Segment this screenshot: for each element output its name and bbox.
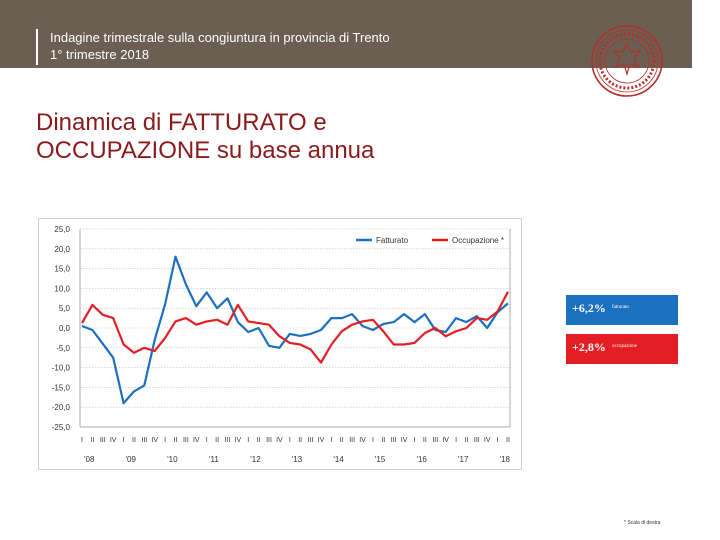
x-year-label: '17	[458, 455, 469, 464]
x-tick-label: I	[497, 437, 499, 444]
x-tick-label: III	[225, 437, 231, 444]
legend-label-fatturato: Fatturato	[376, 236, 409, 245]
x-tick-label: II	[257, 437, 261, 444]
x-year-label: '12	[250, 455, 261, 464]
x-year-label: '13	[292, 455, 303, 464]
x-tick-label: I	[289, 437, 291, 444]
x-tick-label: III	[391, 437, 397, 444]
x-tick-label: I	[81, 437, 83, 444]
x-tick-label: III	[474, 437, 480, 444]
x-year-label: '18	[500, 455, 511, 464]
x-tick-label: III	[349, 437, 355, 444]
x-tick-label: III	[308, 437, 314, 444]
y-tick-label: -20,0	[52, 403, 71, 412]
x-tick-label: IV	[484, 437, 491, 444]
x-tick-label: III	[100, 437, 106, 444]
x-year-label: '15	[375, 455, 386, 464]
x-tick-label: III	[266, 437, 272, 444]
y-tick-label: 5,0	[59, 304, 71, 313]
x-tick-label: II	[90, 437, 94, 444]
y-tick-label: -10,0	[52, 364, 71, 373]
callout-occupazione-value: +2,8%	[572, 340, 606, 354]
x-tick-label: IV	[442, 437, 449, 444]
x-tick-label: IV	[151, 437, 158, 444]
y-tick-label: -15,0	[52, 383, 71, 392]
header-quarter: 1° trimestre 2018	[50, 47, 150, 62]
y-tick-label: 25,0	[54, 225, 70, 234]
y-tick-label: -5,0	[56, 344, 70, 353]
x-tick-label: II	[174, 437, 178, 444]
header-accent-bar	[36, 29, 38, 65]
x-year-label: '11	[209, 455, 219, 464]
y-tick-label: 10,0	[54, 284, 70, 293]
x-tick-label: I	[414, 437, 416, 444]
x-year-label: '08	[84, 455, 95, 464]
series-line-fatturato	[81, 255, 509, 405]
header-survey-title: Indagine trimestrale sulla congiuntura i…	[50, 30, 390, 45]
callout-occupazione: +2,8% occupazione	[566, 334, 678, 364]
slide-title-line2: OCCUPAZIONE su base annua	[36, 137, 375, 164]
chart-frame	[38, 218, 522, 470]
x-tick-label: II	[464, 437, 468, 444]
x-tick-label: II	[340, 437, 344, 444]
eagle-seal-icon	[591, 25, 663, 97]
x-tick-label: III	[183, 437, 189, 444]
y-tick-label: 0,0	[59, 324, 71, 333]
series-line-occupazione	[81, 291, 509, 364]
x-tick-label: I	[372, 437, 374, 444]
x-tick-label: II	[132, 437, 136, 444]
x-tick-label: II	[506, 437, 510, 444]
x-year-label: '09	[126, 455, 137, 464]
x-tick-label: II	[298, 437, 302, 444]
x-tick-label: II	[381, 437, 385, 444]
callout-fatturato-label: fatturato	[612, 305, 629, 310]
x-year-label: '14	[333, 455, 344, 464]
y-tick-label: 15,0	[54, 265, 70, 274]
y-tick-label: 20,0	[54, 245, 70, 254]
x-tick-label: III	[432, 437, 438, 444]
legend-label-occupazione: Occupazione *	[452, 236, 504, 245]
x-tick-label: IV	[276, 437, 283, 444]
x-tick-label: I	[330, 437, 332, 444]
x-tick-label: I	[164, 437, 166, 444]
callout-occupazione-label: occupazione	[612, 344, 637, 349]
callout-fatturato: +6,2% fatturato	[566, 295, 678, 325]
x-year-label: '16	[416, 455, 427, 464]
x-tick-label: I	[123, 437, 125, 444]
x-tick-label: IV	[193, 437, 200, 444]
x-tick-label: I	[247, 437, 249, 444]
x-tick-label: II	[423, 437, 427, 444]
footnote: * Scala di destra	[624, 520, 661, 526]
header-strip	[692, 0, 720, 68]
x-year-label: '10	[167, 455, 178, 464]
x-tick-label: I	[455, 437, 457, 444]
x-tick-label: I	[206, 437, 208, 444]
header-band	[0, 0, 692, 68]
x-tick-label: IV	[318, 437, 325, 444]
callout-fatturato-value: +6,2%	[572, 301, 606, 315]
line-chart: 25,0 20,0 15,0 10,0 5,0 0,0 -5,0 -10,0 -15,0 -20,…	[52, 225, 511, 464]
x-tick-label: IV	[401, 437, 408, 444]
slide-title: Dinamica di FATTURATO e OCCUPAZIONE su b…	[36, 109, 374, 165]
slide-title-line1: Dinamica di FATTURATO e	[36, 109, 327, 136]
x-tick-label: II	[215, 437, 219, 444]
x-tick-label: IV	[235, 437, 242, 444]
x-tick-label: III	[141, 437, 147, 444]
x-tick-label: IV	[359, 437, 366, 444]
y-tick-label: -25,0	[52, 423, 71, 432]
x-tick-label: IV	[110, 437, 117, 444]
